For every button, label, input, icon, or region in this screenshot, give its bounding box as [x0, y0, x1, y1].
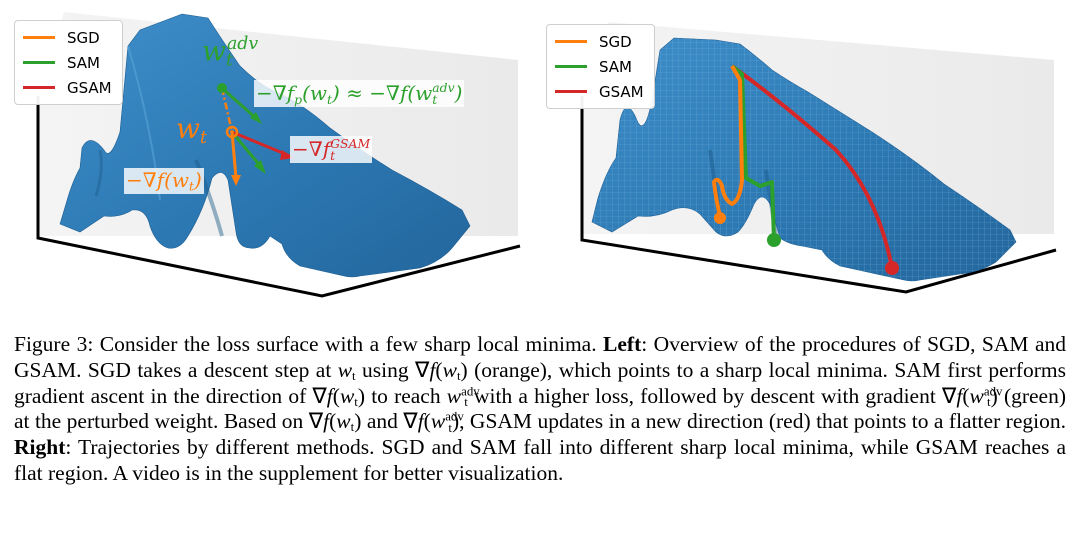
- red-gsam-arrow: [231, 130, 291, 158]
- legend-item-gsam: GSAM: [23, 75, 112, 100]
- green-gradient-arrow: [230, 131, 264, 169]
- legend-label: SGD: [599, 32, 632, 51]
- sgd-swatch: [23, 36, 55, 39]
- legend-label: SAM: [67, 53, 101, 72]
- w-adv-point: [217, 83, 227, 93]
- sharp-minimum-shadow: [194, 159, 224, 237]
- legend-item-sgd: SGD: [555, 29, 644, 54]
- legend-item-gsam: GSAM: [555, 79, 644, 104]
- legend-item-sgd: SGD: [23, 25, 112, 50]
- sgd-endpoint: [714, 212, 726, 224]
- green-arrowhead-top: [250, 112, 262, 124]
- sam-endpoint: [767, 233, 781, 247]
- small-minimum-shadow: [94, 149, 103, 197]
- sgd-trajectory: [712, 65, 744, 217]
- gsam-swatch: [23, 86, 55, 89]
- legend-right: SGD SAM GSAM: [546, 24, 655, 109]
- gsam-swatch: [555, 90, 587, 93]
- axes-frame: [36, 96, 521, 298]
- legend-item-sam: SAM: [23, 50, 112, 75]
- orange-sgd-arrow: [230, 131, 238, 179]
- axes-frame: [580, 96, 1057, 294]
- legend-left: SGD SAM GSAM: [14, 20, 123, 105]
- legend-item-sam: SAM: [555, 54, 644, 79]
- right-loss-surface: [580, 22, 1057, 294]
- red-gradient-label: −∇ftGSAM: [290, 136, 373, 163]
- green-gradient-label: −∇fp(wt) ≈ −∇f(wtadv): [254, 80, 465, 107]
- gsam-trajectory: [730, 64, 894, 269]
- figure-caption: Figure 3: Consider the loss surface with…: [14, 332, 1067, 485]
- sgd-swatch: [555, 40, 587, 43]
- right-figure-panel: SGD SAM GSAM: [540, 0, 1080, 305]
- left-label: Left: [603, 332, 642, 356]
- sam-swatch: [555, 65, 587, 68]
- legend-label: SGD: [67, 28, 100, 47]
- sam-trajectory: [730, 64, 776, 241]
- w-adv-label: wtadv: [202, 34, 259, 71]
- legend-label: SAM: [599, 57, 633, 76]
- sam-swatch: [23, 61, 55, 64]
- green-arrowhead: [254, 160, 266, 174]
- left-figure-panel: SGD SAM GSAM wtadv −∇fp(wt) ≈ −∇f(wtadv)…: [0, 0, 540, 305]
- gsam-endpoint: [885, 261, 899, 275]
- green-gradient-arrow-top: [221, 86, 259, 122]
- legend-label: GSAM: [67, 78, 112, 97]
- right-label: Right: [14, 435, 66, 460]
- w-t-point: [225, 125, 239, 139]
- legend-label: GSAM: [599, 82, 644, 101]
- surface-mesh: [592, 38, 1016, 281]
- w-t-point-center: [230, 130, 234, 134]
- orange-arrowhead: [231, 175, 241, 186]
- orange-gradient-label: −∇f(wt): [124, 168, 204, 194]
- w-t-label: wt: [176, 112, 207, 149]
